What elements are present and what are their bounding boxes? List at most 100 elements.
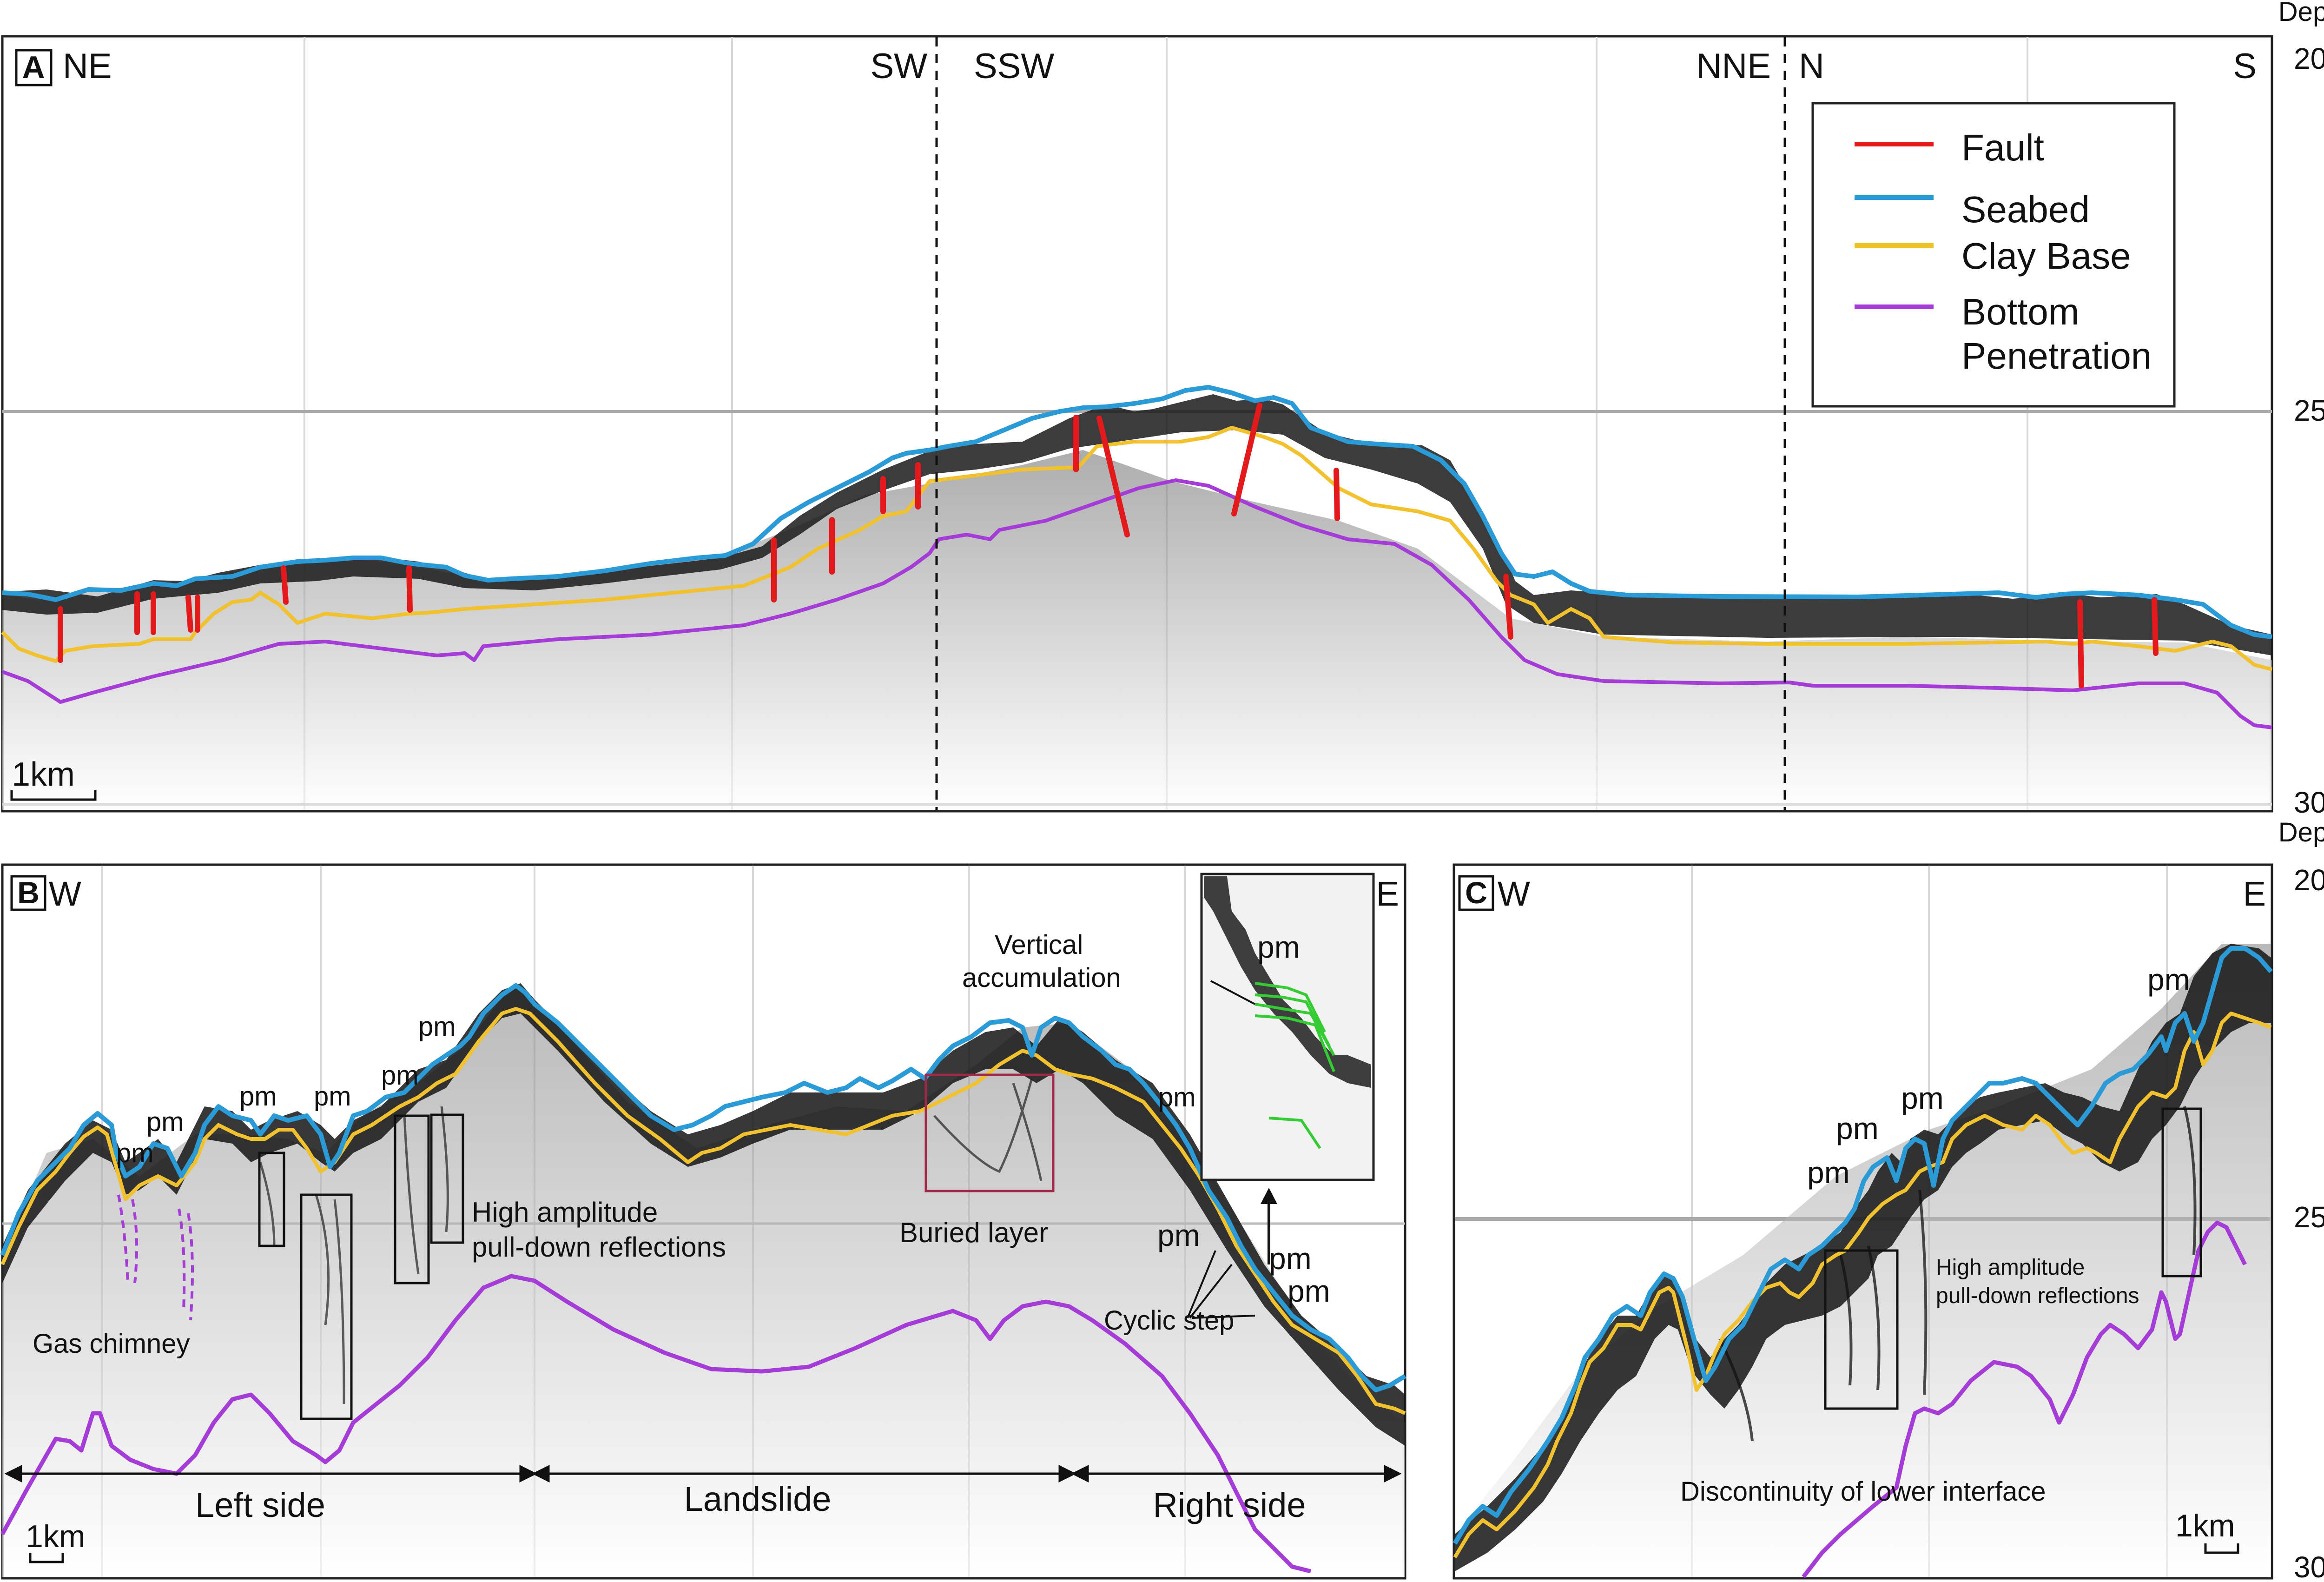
discontinuity-label: Discontinuity of lower interface [1680, 1476, 2046, 1507]
panel-c-box-2 [2161, 1107, 2202, 1278]
panel-b-dir-left: W [49, 874, 81, 913]
pm-label-b2: pm [146, 1107, 184, 1137]
zone-left-label: Left side [195, 1486, 325, 1524]
legend-bottom-label: Bottom [1961, 291, 2079, 332]
panel-b-buried-layer-box [924, 1073, 1055, 1192]
gas-chimney-label: Gas chimney [33, 1329, 190, 1359]
panel-a-dir-nne: NNE [1697, 46, 1771, 86]
panel-c-bottom-penetration-line [1802, 1220, 2247, 1578]
pulldown-label-c-2: pull-down reflections [1936, 1284, 2139, 1308]
panel-bc-depth-title: Depth/m [2278, 817, 2324, 847]
panel-b-letter-box [10, 875, 46, 911]
pulldown-label-b-2: pull-down reflections [472, 1231, 726, 1263]
panel-a-dir-ssw: SSW [974, 46, 1054, 86]
pm-label-b8: pm [1157, 1218, 1200, 1252]
panel-b-scale-label: 1km [26, 1519, 85, 1554]
panel-c-pulldown-streaks [1718, 1106, 2197, 1442]
panel-a-reflector-band [2, 394, 2272, 655]
panel-a-faults [58, 403, 2159, 688]
panel-c-seabed-line [1452, 946, 2273, 1545]
panel-a-scale-bar [10, 790, 97, 801]
buried-layer-label: Buried layer [899, 1217, 1048, 1248]
panel-a-seismic-band [2, 450, 2272, 810]
panel-c-clay-base-line [1453, 1012, 2272, 1559]
zone-right-label: Right side [1153, 1486, 1306, 1524]
legend-clay-label: Clay Base [1961, 235, 2131, 277]
panel-a-depth-2500: 2500 [2294, 394, 2324, 427]
legend-box [1811, 102, 2176, 408]
panel-b-clay-base-line [0, 1007, 1406, 1415]
pulldown-label-c-1: High amplitude [1936, 1255, 2085, 1280]
pm-label-b4: pm [314, 1081, 351, 1112]
panel-a-depth-3000: 3000 [2294, 786, 2324, 819]
pulldown-label-b-1: High amplitude [472, 1197, 658, 1228]
panel-a: A NE SW SSW NNE N S Fault Seabed Clay Ba… [1, 0, 2324, 819]
pm-label-b5: pm [381, 1060, 419, 1091]
panel-a-letter: A [22, 50, 45, 85]
panel-c-reflector-band [1455, 944, 2271, 1571]
panel-b-dir-right: E [1376, 874, 1399, 913]
inset-arrow [1210, 980, 1255, 1005]
panel-b-letter: B [17, 875, 40, 910]
panel-b: pm B W E pm pm pm pm [0, 863, 1406, 1580]
panel-c-scale-label: 1km [2175, 1508, 2235, 1543]
panel-b-seabed-line [0, 983, 1406, 1392]
panel-b-cyclic-step-pointers [1187, 1250, 1255, 1319]
panel-a-dir-right: S [2233, 46, 2257, 86]
panel-c-letter-box [1458, 875, 1494, 911]
panel-b-gas-chimney-lines [117, 1194, 194, 1321]
legend-penetration-label: Penetration [1961, 335, 2152, 377]
panel-a-dir-n: N [1799, 46, 1824, 86]
legend-fault-label: Fault [1961, 127, 2044, 168]
panel-bc-depth-2000: 2000 [2294, 863, 2324, 897]
panel-b-pulldown-streaks [259, 1078, 1043, 1404]
panel-c-boxes [1824, 1107, 2202, 1410]
pm-label-c2: pm [1836, 1111, 1879, 1145]
panel-c-dir-left: W [1498, 874, 1530, 913]
panel-c-letter: C [1465, 875, 1487, 910]
pm-label-b6: pm [418, 1012, 456, 1042]
panel-b-scale-bar [29, 1553, 64, 1563]
vertical-accumulation-label-1: Vertical [995, 930, 1083, 960]
pm-label-b1: pm [116, 1138, 154, 1168]
legend-seabed-label: Seabed [1961, 189, 2090, 230]
panel-b-box-4 [430, 1113, 464, 1244]
pm-label-c3: pm [1901, 1081, 1944, 1115]
pm-label-c1: pm [1807, 1155, 1850, 1190]
panel-c: C W E pm pm pm pm High amplitude pull-do… [1452, 863, 2273, 1580]
pm-label-b7: pm [1158, 1082, 1196, 1112]
panel-a-depth-title: Depth/m [2278, 0, 2324, 27]
panel-bc-depth-3000: 3000 [2294, 1550, 2324, 1582]
pm-label-b9: pm [1269, 1241, 1312, 1276]
panel-c-scale-bar [2204, 1543, 2239, 1554]
panel-c-box-1 [1824, 1249, 1899, 1410]
panel-a-letter-box [15, 49, 53, 86]
panel-b-box-1 [258, 1152, 285, 1247]
panel-a-dir-sw: SW [871, 46, 928, 86]
panel-bc-depth-2500: 2500 [2294, 1200, 2324, 1234]
inset-green-lines [1254, 982, 1335, 1149]
panel-b-box-3 [394, 1114, 430, 1284]
panel-b-up-arrow-head [1261, 1188, 1277, 1204]
zone-landslide-label: Landslide [684, 1480, 832, 1518]
panel-b-inset: pm [1200, 873, 1375, 1181]
panel-a-scale-label: 1km [12, 756, 75, 793]
inset-pm-label: pm [1257, 930, 1300, 964]
pm-label-b10: pm [1287, 1274, 1330, 1308]
inset-seismic [1204, 876, 1371, 1088]
cyclic-step-label: Cyclic step [1104, 1305, 1234, 1336]
panel-a-depth-2000: 2000 [2294, 42, 2324, 75]
pm-label-b3: pm [239, 1081, 277, 1112]
panel-b-bottom-penetration-line [0, 1274, 1312, 1574]
panel-a-dir-left: NE [63, 46, 112, 86]
panel-b-pulldown-boxes [258, 1113, 464, 1420]
vertical-accumulation-label-2: accumulation [962, 963, 1121, 993]
panel-b-box-2 [300, 1193, 353, 1420]
panel-a-seabed-line [2, 385, 2272, 639]
panel-a-legend: Fault Seabed Clay Base Bottom Penetratio… [1811, 102, 2176, 408]
panel-b-zone-arrows [4, 1464, 1402, 1483]
pm-label-c4: pm [2147, 962, 2190, 997]
panel-c-dir-right: E [2243, 874, 2266, 913]
panel-a-bottom-penetration-line [1, 478, 2272, 729]
